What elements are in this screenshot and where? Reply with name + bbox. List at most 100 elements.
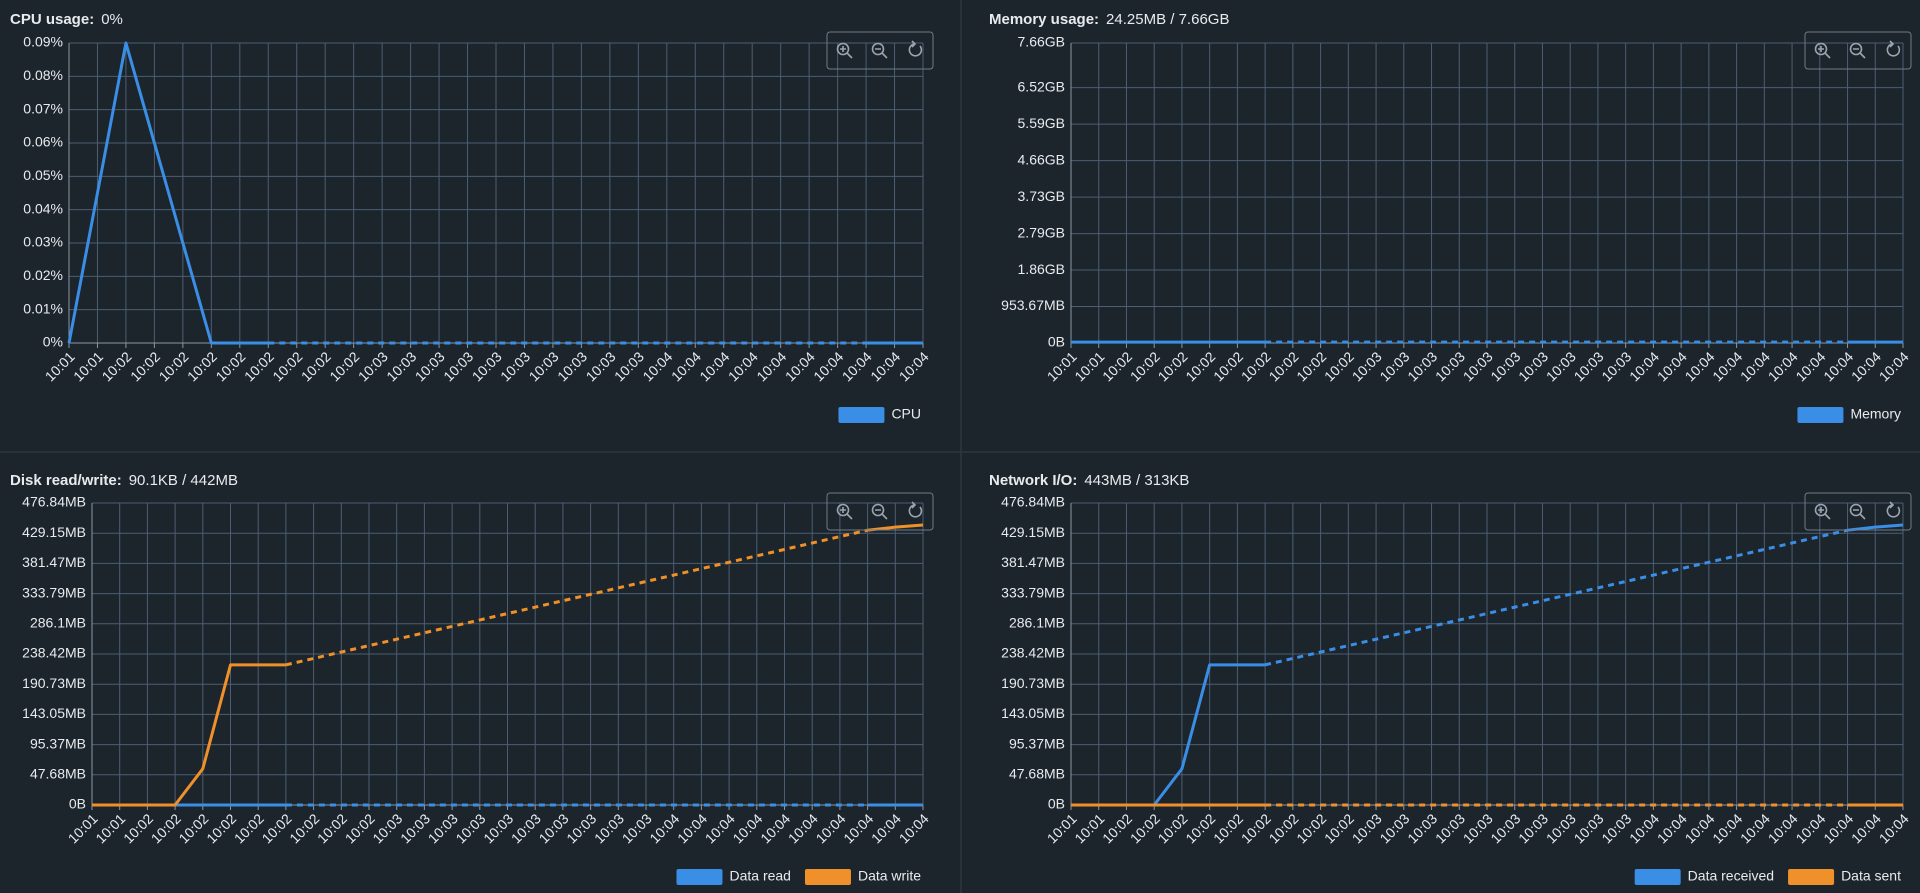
zoom-in-button[interactable] [1814,42,1831,59]
x-tick-label: 10:04 [753,348,789,384]
x-tick-label: 10:04 [840,810,876,846]
x-tick-label: 10:04 [1792,348,1828,384]
x-tick-label: 10:03 [1432,348,1468,384]
x-tick-label: 10:01 [65,810,101,846]
x-tick-label: 10:02 [1266,810,1302,846]
x-tick-label: 10:04 [813,810,849,846]
x-tick-label: 10:03 [412,348,448,384]
x-tick-label: 10:04 [1820,348,1856,384]
x-tick-label: 10:04 [757,810,793,846]
chart-subtitle: 443MB / 313KB [1084,472,1189,489]
x-tick-label: 10:04 [725,348,761,384]
series-line [867,523,924,532]
x-tick-label: 10:04 [896,348,932,384]
y-tick-label: 95.37MB [1009,735,1065,751]
icon [836,503,850,517]
x-tick-label: 10:04 [1876,810,1912,846]
x-tick-label: 10:04 [696,348,732,384]
x-tick-label: 10:03 [480,810,516,846]
x-tick-label: 10:04 [785,810,821,846]
icon [1889,501,1895,509]
legend-label: Data received [1688,868,1774,884]
legend-swatch [1797,407,1844,423]
zoom-out-button[interactable] [871,503,888,520]
y-tick-label: 381.47MB [22,554,86,570]
x-tick-label: 10:02 [286,810,322,846]
reset-button[interactable] [908,501,923,518]
x-tick-label: 10:01 [1071,810,1107,846]
icon [911,40,917,48]
icon [908,43,923,57]
x-tick-label: 10:03 [526,348,562,384]
x-tick-label: 10:02 [148,810,184,846]
x-tick-label: 10:03 [1376,810,1412,846]
zoom-out-button[interactable] [1849,503,1866,520]
y-tick-label: 333.79MB [1001,584,1065,600]
legend-label: Data read [729,868,790,884]
y-tick-label: 95.37MB [30,735,86,751]
zoom-in-button[interactable] [836,42,853,59]
x-tick-label: 10:02 [120,810,156,846]
x-tick-label: 10:03 [1432,810,1468,846]
reset-button[interactable] [1886,40,1901,57]
x-tick-label: 10:03 [1376,348,1412,384]
icon [871,503,885,517]
toolbar [826,492,934,531]
legend-swatch [838,407,885,423]
x-tick-label: 10:01 [1044,348,1080,384]
x-tick-label: 10:04 [639,348,675,384]
x-tick-label: 10:03 [355,348,391,384]
x-tick-label: 10:04 [782,348,818,384]
x-tick-label: 10:02 [1293,348,1329,384]
x-tick-label: 10:03 [554,348,590,384]
series-line [92,663,286,807]
x-tick-label: 10:04 [1737,348,1773,384]
y-tick-label: 0.04% [23,200,63,216]
zoom-in-button[interactable] [1814,503,1831,520]
legend-label: Data sent [1841,868,1901,884]
y-tick-label: 190.73MB [22,675,86,691]
x-tick-label: 10:03 [440,348,476,384]
icon [1849,42,1863,56]
x-tick-label: 10:02 [1238,810,1274,846]
x-tick-label: 10:02 [1099,348,1135,384]
y-tick-label: 3.73GB [1018,188,1065,204]
icon [1886,43,1901,57]
zoom-out-button[interactable] [871,42,888,59]
zoom-in-button[interactable] [836,503,853,520]
icon [908,504,923,518]
reset-button[interactable] [908,40,923,57]
legend-swatch [1634,869,1681,885]
y-tick-label: 0.05% [23,167,63,183]
x-tick-label: 10:03 [536,810,572,846]
chart-title: Disk read/write: [10,472,122,489]
y-tick-label: 0.08% [23,67,63,83]
y-tick-label: 0.09% [23,34,63,50]
y-tick-label: 0.06% [23,134,63,150]
y-tick-label: 47.68MB [1009,766,1065,782]
x-tick-label: 10:02 [259,810,295,846]
icon [1853,48,1866,59]
legend-label: CPU [891,406,921,422]
x-tick-label: 10:03 [619,810,655,846]
y-tick-label: 238.42MB [22,645,86,661]
reset-button[interactable] [1886,501,1901,518]
y-tick-label: 47.68MB [30,766,86,782]
x-tick-label: 10:04 [674,810,710,846]
legend-swatch [1788,869,1835,885]
y-tick-label: 381.47MB [1001,554,1065,570]
y-tick-label: 0.01% [23,300,63,316]
x-tick-label: 10:03 [497,348,533,384]
x-tick-label: 10:03 [1487,810,1523,846]
zoom-out-button[interactable] [1849,42,1866,59]
x-tick-label: 10:02 [314,810,350,846]
x-tick-label: 10:03 [611,348,647,384]
x-tick-label: 10:02 [1127,810,1163,846]
y-tick-label: 5.59GB [1018,115,1065,131]
x-tick-label: 10:02 [1127,348,1163,384]
x-tick-label: 10:03 [563,810,599,846]
x-tick-label: 10:04 [729,810,765,846]
x-tick-label: 10:03 [425,810,461,846]
